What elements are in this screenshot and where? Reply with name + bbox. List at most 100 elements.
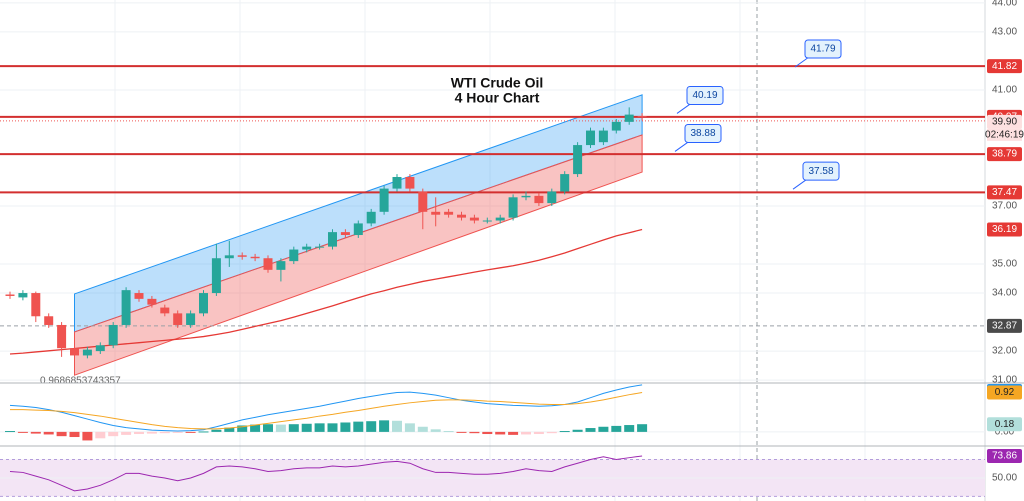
candle-body	[637, 116, 647, 118]
histogram-bar	[637, 424, 648, 432]
candle-body	[560, 174, 570, 192]
candle-body	[508, 197, 518, 218]
y-tick-label: 44.00	[992, 0, 1017, 9]
chart-title: WTI Crude Oil	[451, 75, 544, 91]
y-tick-label: 41.00	[992, 85, 1017, 96]
callout-box	[802, 161, 840, 181]
histogram-bar	[611, 425, 622, 432]
histogram-bar	[224, 427, 235, 432]
price-tag	[987, 114, 1022, 129]
histogram-bar	[237, 425, 248, 432]
candle-body	[108, 324, 118, 346]
candle-body	[547, 191, 557, 204]
price-tag-label: 0.18	[995, 419, 1015, 430]
candle-body	[173, 313, 183, 325]
histogram-bar	[340, 422, 351, 432]
histogram-bar	[353, 421, 364, 432]
candle-body	[328, 232, 337, 247]
rsi-line	[9, 455, 643, 492]
callout-label: 40.19	[692, 90, 717, 101]
indicator-note: 0.9686853743357	[40, 376, 121, 387]
y-tick-label: 32.00	[992, 346, 1017, 357]
candle-body	[457, 214, 466, 218]
candle-body	[469, 217, 479, 221]
callout-label: 41.79	[810, 44, 835, 55]
signal-line	[10, 392, 643, 430]
price-tag-label: 0.92	[995, 387, 1015, 398]
candle-body	[521, 195, 531, 198]
candle-body	[82, 349, 92, 356]
candle-body	[147, 298, 157, 305]
indicator-tag	[987, 385, 1022, 400]
candle-body	[353, 223, 363, 236]
candle-body	[160, 307, 170, 314]
histogram-bar	[5, 431, 15, 433]
chart-subtitle: 4 Hour Chart	[455, 90, 540, 106]
candle-body	[276, 261, 286, 270]
y-tick-label: 37.00	[992, 201, 1017, 212]
histogram-bar	[546, 431, 557, 434]
candle-body	[199, 293, 208, 314]
histogram-bar	[366, 421, 377, 432]
candle-body	[586, 130, 595, 146]
candle-body	[315, 246, 325, 248]
callout-pointer	[792, 178, 808, 190]
candle-body	[121, 290, 131, 325]
histogram-bar	[379, 420, 390, 432]
histogram-bar	[43, 431, 54, 435]
histogram-bar	[134, 431, 144, 435]
callout-box	[804, 39, 842, 59]
price-tag-label: 41.82	[992, 61, 1017, 72]
callout-pointer	[794, 56, 810, 68]
candle-body	[405, 176, 415, 189]
histogram-bar	[508, 431, 519, 435]
histogram-bar	[288, 424, 299, 432]
histogram-bar	[17, 431, 28, 433]
price-tag	[987, 147, 1022, 162]
crosshair-tag	[987, 318, 1022, 333]
histogram-bar	[469, 431, 480, 434]
candle-body	[495, 217, 505, 221]
candle-body	[573, 145, 583, 175]
histogram-bar	[82, 431, 93, 441]
candle-body	[598, 130, 608, 143]
candle-body	[534, 195, 544, 204]
price-tag	[987, 59, 1022, 74]
candle-body	[392, 176, 402, 189]
histogram-bar	[95, 431, 106, 439]
candle-body	[611, 121, 621, 131]
callout-box	[684, 123, 722, 143]
histogram-bar	[430, 429, 441, 432]
y-tick-label: 31.00	[992, 375, 1017, 386]
histogram-bar	[482, 431, 493, 435]
y-tick-label: 34.00	[992, 288, 1017, 299]
histogram-bar	[263, 424, 273, 432]
candle-body	[224, 255, 234, 259]
histogram-bar	[146, 431, 157, 434]
candle-body	[444, 211, 454, 215]
histogram-bar	[159, 431, 170, 434]
candle-body	[289, 249, 299, 262]
y-tick-label: 0.00	[995, 427, 1015, 438]
candle-body	[237, 255, 247, 257]
histogram-bar	[572, 429, 583, 432]
price-tag-label: 39.90	[992, 117, 1017, 128]
histogram-bar	[30, 431, 41, 434]
price-tag	[987, 222, 1022, 237]
histogram-bar	[456, 431, 467, 433]
candle-body	[18, 293, 28, 298]
histogram-bar	[392, 420, 402, 432]
histogram-bar	[275, 424, 286, 432]
candle-body	[57, 324, 67, 349]
candle-body	[186, 313, 196, 325]
price-tag-label: 38.79	[992, 149, 1017, 160]
histogram-bar	[121, 431, 132, 435]
candle-body	[418, 191, 428, 212]
indicator-tag	[987, 448, 1022, 463]
y-tick-label: 43.00	[992, 27, 1017, 38]
candle-body	[250, 256, 260, 259]
callout-pointer	[676, 103, 692, 114]
histogram-bar	[56, 431, 67, 437]
histogram-bar	[533, 431, 544, 435]
